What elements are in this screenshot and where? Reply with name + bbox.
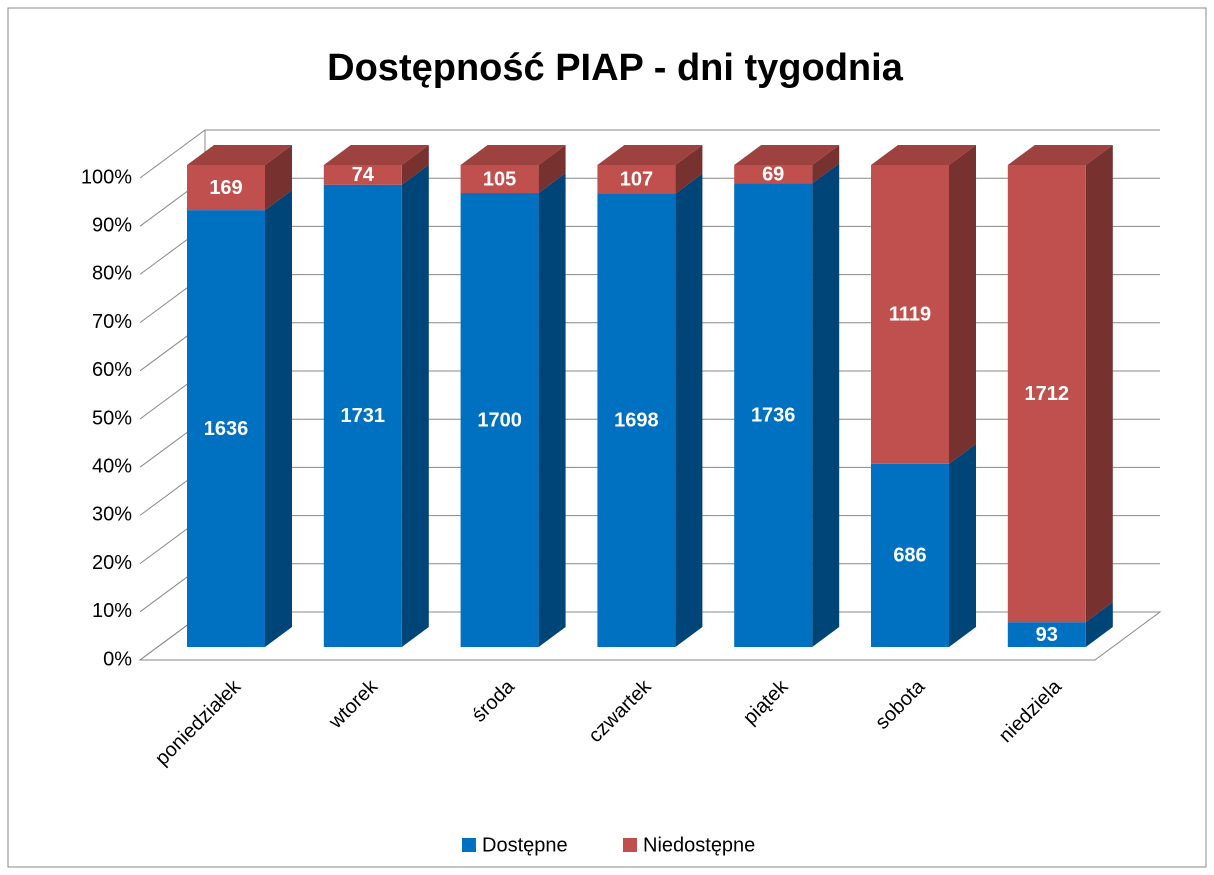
bar-top <box>734 145 840 165</box>
bar <box>323 184 402 647</box>
data-label: 93 <box>1036 624 1058 646</box>
data-label: 169 <box>209 177 242 199</box>
bar <box>871 165 949 464</box>
bar <box>187 165 265 211</box>
legend-label: Dostępne <box>482 834 568 856</box>
bar-top <box>597 145 703 165</box>
bar <box>1007 165 1086 623</box>
bar-side <box>401 145 429 185</box>
y-tick-label: 90% <box>92 214 132 236</box>
data-label: 1736 <box>751 404 796 426</box>
bar-top <box>460 145 566 165</box>
grid-line <box>139 129 1160 179</box>
legend-swatch <box>462 838 476 852</box>
bar <box>734 165 813 184</box>
bar-side <box>1085 145 1113 623</box>
bar-top <box>1007 145 1113 165</box>
bar-side <box>265 190 292 647</box>
bar-side <box>538 173 566 647</box>
legend-label: Niedostępne <box>643 834 755 856</box>
data-label: 69 <box>762 163 784 185</box>
data-label: 74 <box>352 164 375 186</box>
bar-side <box>812 145 840 184</box>
bar <box>597 165 676 194</box>
bar-top <box>187 145 292 165</box>
y-tick-label: 100% <box>81 166 132 188</box>
legend-swatch <box>623 838 637 852</box>
bar <box>597 193 676 647</box>
y-tick-label: 70% <box>92 311 132 333</box>
chart-title: Dostępność PIAP - dni tygodnia <box>327 47 904 89</box>
y-tick-label: 30% <box>92 504 132 526</box>
bar-side <box>812 163 840 648</box>
data-label: 1700 <box>477 409 522 431</box>
data-label: 107 <box>620 169 653 191</box>
bar-side <box>265 145 292 211</box>
bar-side <box>401 164 429 647</box>
bar <box>187 210 265 647</box>
data-label: 1119 <box>889 304 931 326</box>
bar <box>871 463 949 647</box>
bar <box>460 165 539 194</box>
data-label: 1731 <box>341 405 386 427</box>
bar <box>1007 622 1086 647</box>
bar-side <box>675 173 703 647</box>
bar-side <box>949 145 976 464</box>
data-label: 1698 <box>614 410 659 432</box>
y-tick-label: 50% <box>92 407 132 429</box>
bar-side <box>1085 602 1113 647</box>
y-tick-label: 60% <box>92 359 132 381</box>
y-tick-label: 20% <box>92 552 132 574</box>
bar-top <box>871 145 976 165</box>
bar-side <box>675 145 703 194</box>
data-label: 686 <box>893 545 926 567</box>
bar <box>734 183 813 648</box>
bar-side <box>949 443 976 647</box>
bar <box>323 165 402 185</box>
data-label: 1636 <box>204 418 249 440</box>
bar-side <box>538 145 566 194</box>
y-tick-label: 0% <box>103 648 132 670</box>
bar <box>460 193 539 647</box>
data-label: 105 <box>483 168 516 190</box>
y-tick-label: 80% <box>92 263 132 285</box>
y-tick-label: 10% <box>92 600 132 622</box>
y-tick-label: 40% <box>92 455 132 477</box>
data-label: 1712 <box>1025 383 1070 405</box>
bar-top <box>323 145 429 165</box>
